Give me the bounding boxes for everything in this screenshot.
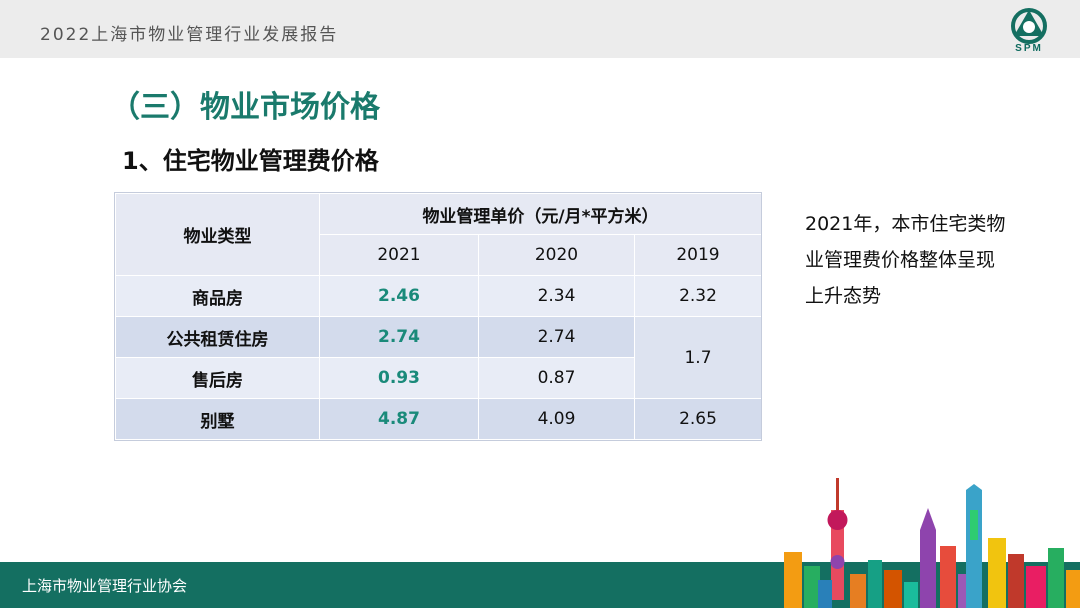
table-row: 售后房 0.93 0.87 — [115, 357, 762, 399]
table-row: 商品房 2.46 2.34 2.32 — [115, 275, 762, 317]
cell-2019: 2.32 — [634, 275, 762, 317]
cell-2020: 2.34 — [478, 275, 635, 317]
cell-2020: 4.09 — [478, 398, 635, 440]
spm-logo-icon — [1011, 8, 1047, 44]
row-label: 公共租赁住房 — [115, 316, 320, 358]
row-label: 别墅 — [115, 398, 320, 440]
cell-2020: 2.74 — [478, 316, 635, 358]
header-unit-price: 物业管理单价（元/月*平方米） — [319, 193, 762, 235]
footer-org-name: 上海市物业管理行业协会 — [22, 577, 188, 595]
cell-2021: 4.87 — [319, 398, 479, 440]
row-label: 商品房 — [115, 275, 320, 317]
header-property-type: 物业类型 — [115, 193, 320, 276]
section-title: （三）物业市场价格 — [110, 90, 380, 125]
header-year-2020: 2020 — [478, 234, 635, 276]
cell-2021: 2.46 — [319, 275, 479, 317]
logo-text: SPM — [1015, 43, 1043, 54]
report-title: 2022上海市物业管理行业发展报告 — [40, 25, 339, 45]
header-year-2019: 2019 — [634, 234, 762, 276]
spm-logo: SPM — [1004, 6, 1054, 56]
cell-2020: 0.87 — [478, 357, 635, 399]
city-skyline-icon — [784, 478, 1080, 608]
price-table: 物业类型 物业管理单价（元/月*平方米） 2021 2020 2019 商品房 … — [115, 193, 762, 440]
row-label: 售后房 — [115, 357, 320, 399]
cell-2019-merged: 1.7 — [634, 316, 762, 399]
header-bar: 2022上海市物业管理行业发展报告 SPM — [0, 0, 1080, 58]
cell-2021: 0.93 — [319, 357, 479, 399]
cell-2021: 2.74 — [319, 316, 479, 358]
cell-2019: 2.65 — [634, 398, 762, 440]
table-row: 别墅 4.87 4.09 2.65 — [115, 398, 762, 440]
summary-note: 2021年，本市住宅类物业管理费价格整体呈现上升态势 — [805, 213, 1006, 307]
header-year-2021: 2021 — [319, 234, 479, 276]
sub-title: 1、住宅物业管理费价格 — [122, 147, 379, 175]
table-row: 公共租赁住房 2.74 2.74 1.7 — [115, 316, 762, 399]
